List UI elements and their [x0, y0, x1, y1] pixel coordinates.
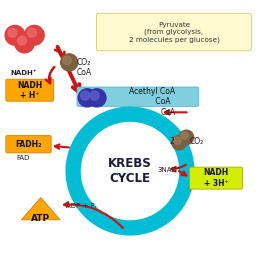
Circle shape — [61, 54, 78, 71]
Text: FADH₂: FADH₂ — [15, 140, 42, 149]
Circle shape — [78, 89, 96, 107]
Text: Acethyl CoA
         CoA: Acethyl CoA CoA — [129, 87, 175, 106]
Circle shape — [81, 91, 90, 100]
FancyBboxPatch shape — [77, 87, 199, 106]
Circle shape — [88, 89, 106, 107]
Circle shape — [18, 36, 27, 45]
Text: CoA: CoA — [77, 68, 92, 77]
Circle shape — [15, 33, 34, 53]
Text: NADH
+ H⁺: NADH + H⁺ — [17, 81, 42, 100]
Circle shape — [28, 28, 36, 37]
Text: NADH
+ 3H⁺: NADH + 3H⁺ — [203, 169, 229, 188]
Text: NADH⁺: NADH⁺ — [11, 70, 37, 76]
Text: KREBS
CYCLE: KREBS CYCLE — [108, 157, 152, 185]
Circle shape — [90, 91, 99, 100]
Circle shape — [24, 25, 44, 45]
FancyBboxPatch shape — [6, 79, 54, 101]
Circle shape — [179, 130, 194, 145]
Text: CO₂: CO₂ — [77, 58, 91, 67]
Text: Pyruvate
(from glycolysis,
2 molecules per glucose): Pyruvate (from glycolysis, 2 molecules p… — [128, 22, 219, 43]
Text: CoA: CoA — [161, 108, 176, 116]
Circle shape — [8, 28, 17, 37]
Text: ATP: ATP — [31, 214, 50, 223]
Polygon shape — [21, 198, 60, 220]
FancyBboxPatch shape — [6, 136, 51, 153]
FancyBboxPatch shape — [96, 13, 251, 51]
Circle shape — [181, 132, 188, 139]
Text: FAD: FAD — [16, 155, 29, 161]
Text: ADP + Pᵢ: ADP + Pᵢ — [66, 204, 96, 209]
Circle shape — [63, 56, 71, 65]
Text: CO₂: CO₂ — [190, 137, 204, 146]
Circle shape — [172, 135, 186, 150]
Text: 2: 2 — [169, 137, 174, 146]
Circle shape — [174, 137, 181, 144]
FancyBboxPatch shape — [190, 167, 243, 189]
Text: 3NAD⁺: 3NAD⁺ — [157, 167, 180, 173]
Circle shape — [5, 25, 25, 45]
